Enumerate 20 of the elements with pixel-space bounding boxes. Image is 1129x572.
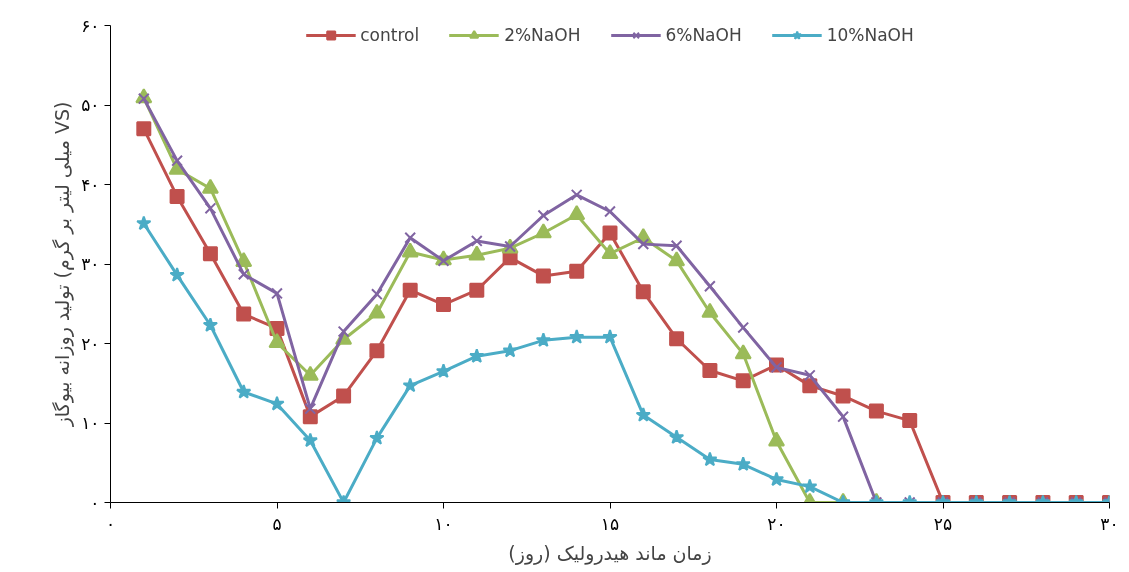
x-axis-title: زمان ماند هیدرولیک (روز): [508, 541, 712, 565]
y-tick-label: ۰: [90, 492, 100, 513]
x-tick-label: ۲۵: [933, 513, 953, 534]
y-tick-label: ۶۰: [81, 15, 100, 36]
x-tick-label: ۳۰: [1100, 513, 1119, 534]
y-tick-label: ۳۰: [81, 254, 100, 274]
x-tick-label: ۱۰: [434, 513, 453, 534]
legend-label: 6%NaOH: [665, 25, 742, 45]
y-tick-label: ۴۰: [81, 174, 100, 195]
x-tick-label: ۰: [105, 513, 116, 534]
legend-label: control: [360, 25, 420, 45]
legend-label: 2%NaOH: [504, 25, 581, 45]
y-tick-label: ۲۰: [81, 333, 100, 354]
y-tick-label: ۵۰: [81, 95, 100, 115]
x-tick-label: ۲۰: [767, 513, 786, 534]
y-axis-title: تولید روزانه بیوگاز (میلی لیتر بر گرم VS): [51, 101, 75, 428]
y-tick-label: ۱۰: [81, 413, 100, 433]
legend-label: 10%NaOH: [826, 25, 914, 45]
x-tick-label: ۵: [272, 513, 282, 534]
x-tick-label: ۱۵: [600, 513, 620, 534]
